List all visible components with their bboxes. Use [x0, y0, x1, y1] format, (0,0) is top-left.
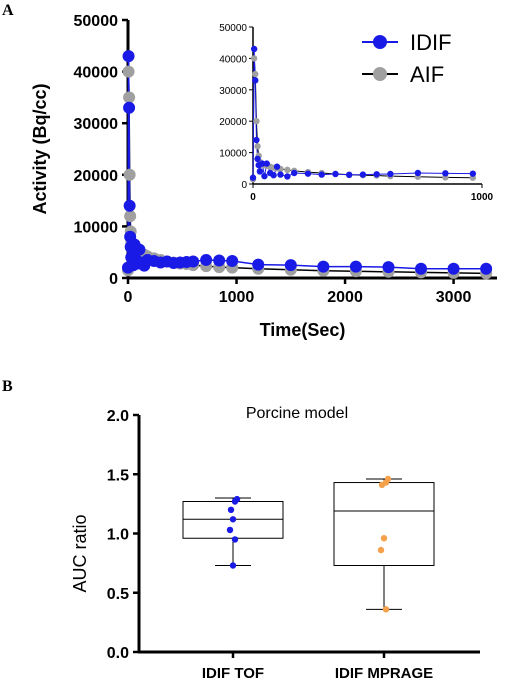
data-point-idif-mprage [382, 606, 390, 613]
y-tick-label: 10000 [74, 219, 119, 236]
data-point-idif [122, 50, 135, 63]
inset-data-point-idif [252, 77, 259, 84]
data-point-aif [124, 210, 137, 223]
data-point-idif [200, 253, 213, 266]
legend-marker-idif [373, 35, 387, 49]
x-tick-label: 0 [124, 289, 133, 306]
y-tick-label: 50000 [74, 13, 119, 30]
inset-x-tick-label: 0 [250, 192, 256, 203]
inset-data-point-idif [469, 170, 477, 177]
inset-data-point-idif [304, 170, 312, 177]
data-point-idif [447, 262, 460, 275]
inset-data-point-idif [261, 172, 268, 180]
y-tick-label: 20000 [74, 168, 119, 185]
inset-data-point-idif [277, 171, 284, 178]
inset-data-point-idif [387, 170, 394, 178]
inset-data-point-idif [258, 160, 266, 167]
inset-data-point-idif [253, 136, 260, 144]
data-point-idif-tof [229, 516, 237, 523]
auc-ratio-box-chart: Porcine model 0.0 0.5 1.0 1.5 2.0 AUC ratio IDI… [70, 405, 480, 682]
x-category-label: IDIF MPRAGE [335, 665, 433, 682]
inset-data-point-idif [249, 174, 257, 181]
inset-data-point-idif [345, 171, 353, 179]
data-point-idif [133, 243, 146, 256]
x-tick-label: 3000 [436, 289, 472, 306]
data-point-idif [415, 262, 428, 275]
chart-title: Porcine model [246, 405, 348, 422]
inset-data-point-idif [284, 173, 291, 180]
inset-data-point-idif [359, 171, 367, 178]
data-point-idif [123, 101, 136, 114]
data-point-idif [317, 260, 330, 273]
y-tick-label: 0 [109, 271, 118, 288]
inset-y-tick-label: 0 [241, 180, 247, 191]
inset-data-point-idif [318, 171, 325, 178]
data-point-aif [123, 91, 136, 104]
inset-data-point-aif [254, 143, 261, 150]
panel-a-letter: A [2, 2, 14, 19]
inset-data-point-idif [250, 45, 258, 53]
data-point-aif [123, 168, 136, 181]
y-tick-label: 40000 [74, 65, 119, 82]
inset-data-point-idif [263, 160, 270, 167]
x-tick-label: 1000 [219, 289, 255, 306]
inset-y-tick-label: 50000 [219, 23, 247, 34]
x-axis-label: Time(Sec) [260, 320, 346, 340]
inset-data-point-idif [332, 170, 339, 178]
x-category-label: IDIF TOF [202, 665, 264, 682]
y-tick-label: 1.0 [107, 527, 129, 544]
inset-data-point-aif [250, 55, 258, 62]
data-point-idif-tof [226, 526, 234, 534]
inset-data-point-idif [442, 170, 449, 177]
inset-data-point-aif [284, 166, 291, 174]
y-tick-label: 2.0 [107, 408, 129, 425]
y-tick-label: 0.0 [107, 645, 129, 662]
panel-b-letter: B [2, 378, 13, 395]
data-point-idif-tof [231, 498, 239, 505]
data-point-idif-tof [227, 506, 235, 513]
y-tick-label: 1.5 [107, 467, 129, 484]
inset-data-point-idif [291, 169, 298, 177]
data-point-idif-mprage [377, 546, 385, 554]
data-point-idif [382, 261, 395, 274]
legend-label-idif: IDIF [410, 30, 452, 55]
inset-y-tick-label: 40000 [219, 54, 247, 65]
data-point-idif-mprage [378, 481, 386, 489]
legend-marker-aif [373, 67, 387, 81]
y-tick-label: 30000 [74, 116, 119, 133]
data-point-idif [284, 259, 297, 272]
series-line-idif [127, 56, 487, 270]
inset-y-tick-label: 10000 [219, 149, 247, 160]
inset-y-tick-label: 20000 [219, 117, 247, 128]
data-point-idif-mprage [380, 535, 388, 542]
data-point-idif [123, 199, 136, 212]
inset-data-point-idif [270, 172, 277, 179]
data-point-idif-tof [231, 536, 239, 543]
inset-data-point-idif [254, 155, 261, 163]
data-point-idif [226, 254, 239, 267]
inset-data-point-idif [373, 171, 380, 178]
data-point-aif [122, 65, 135, 78]
data-point-idif [252, 258, 265, 271]
data-point-idif [349, 260, 362, 273]
legend-label-aif: AIF [410, 62, 444, 87]
inset-data-point-idif [414, 169, 422, 177]
inset-data-point-idif [273, 163, 281, 170]
box-idif-mprage [333, 482, 435, 566]
y-tick-label: 0.5 [107, 586, 129, 603]
data-point-idif [187, 255, 200, 268]
inset-data-point-idif [256, 168, 264, 175]
inset-y-tick-label: 30000 [219, 86, 247, 97]
data-point-idif [213, 254, 226, 267]
x-tick-label: 2000 [327, 289, 363, 306]
inset-x-tick-label: 1000 [471, 192, 494, 203]
y-axis-label: AUC ratio [70, 514, 90, 592]
inset-data-point-aif [253, 118, 260, 125]
inset-data-point-aif [252, 70, 259, 78]
y-axis-label: Activity (Bq/cc) [30, 83, 50, 214]
data-point-idif-tof [229, 562, 237, 569]
data-point-idif [480, 262, 493, 275]
